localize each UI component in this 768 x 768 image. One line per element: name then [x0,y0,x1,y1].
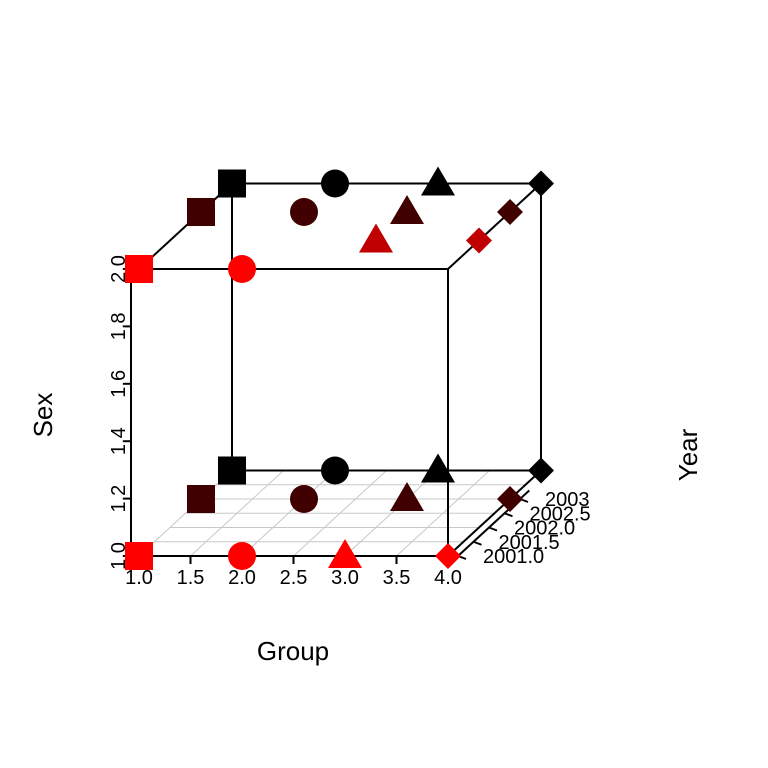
y-tick [488,526,498,532]
data-point-circle [228,255,256,283]
data-point-diamond [497,486,523,512]
x-tick-label: 1.0 [125,567,153,589]
data-points [125,166,554,570]
y-tick-label: 2002.0 [514,518,575,540]
x-tick-label: 3.5 [383,567,411,589]
box-edge [138,182,233,270]
x-tick-label: 1.5 [177,567,205,589]
y-axis-title: Year [673,428,703,481]
data-point-circle [290,198,318,226]
x-tick-label: 3.0 [331,567,359,589]
data-point-circle [321,169,349,198]
data-point-diamond [528,170,554,197]
z-tick-label: 1.8 [108,312,130,340]
box-edge [447,469,542,557]
z-tick-label: 1.2 [108,485,130,513]
plot-box [138,182,542,557]
y-tick-label: 2002.5 [530,503,591,525]
x-tick-label: 2.5 [280,567,308,589]
data-point-square [125,255,153,283]
data-point-circle [321,456,349,485]
data-point-diamond [497,199,523,225]
data-point-square [218,169,246,198]
y-tick [473,540,482,546]
z-tick-label: 1.0 [108,542,130,570]
data-point-triangle [390,482,424,511]
data-point-circle [228,542,256,570]
y-tick-label: 2001.0 [483,546,544,568]
data-point-circle [290,485,318,513]
data-point-triangle [359,223,393,253]
x-tick-label: 4.0 [434,567,462,589]
axes: 1.0 1.5 2.0 2.5 3.0 3.5 4.0 1.0 1.2 1.4 1.6 1.8 2.0 2… [108,255,591,589]
data-point-square [187,485,215,513]
data-point-square [218,456,246,485]
data-point-square [187,198,215,226]
box-edge [447,182,542,270]
data-point-triangle [328,539,362,568]
y-tick [504,512,513,518]
data-point-square [125,542,153,570]
y-tick-label: 2003 [545,489,590,511]
data-point-triangle [421,166,455,196]
z-tick-label: 2.0 [108,255,130,283]
z-tick-label: 1.4 [108,427,130,455]
x-tick-label: 2.0 [228,567,256,589]
x-axis-title: Group [257,636,329,666]
data-point-triangle [390,195,424,224]
data-point-diamond [435,543,461,569]
data-point-diamond [466,227,492,254]
data-point-triangle [421,453,455,483]
y-tick-label: 2001.5 [499,532,560,554]
data-point-diamond [528,457,554,484]
z-tick-label: 1.6 [108,370,130,398]
z-axis-title: Sex [28,393,58,438]
